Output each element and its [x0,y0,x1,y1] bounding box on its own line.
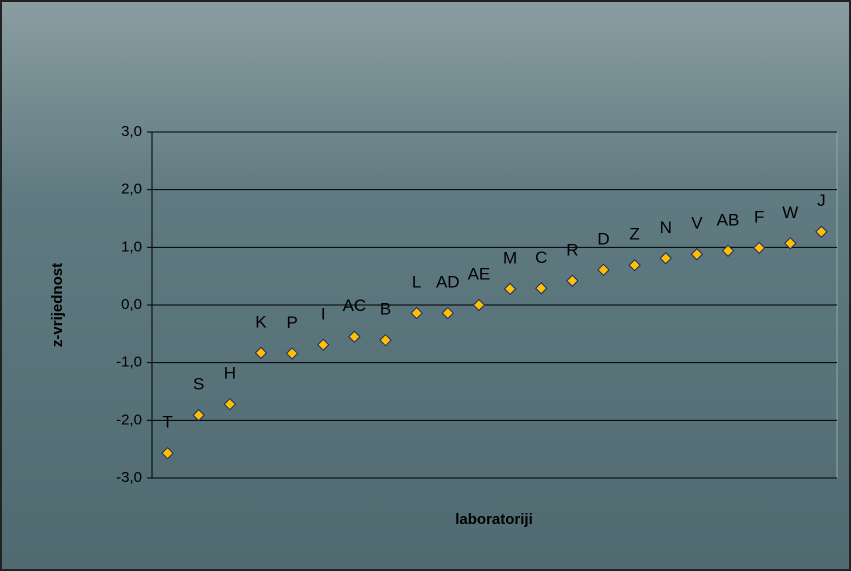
point-label: AE [468,264,491,283]
point-label: AD [436,273,460,292]
y-tick-label: 3,0 [121,123,142,140]
point-label: L [412,273,421,292]
point-label: N [660,218,672,237]
point-label: H [224,364,236,383]
point-label: C [535,248,547,267]
point-label: S [193,375,204,394]
y-axis-label: z-vrijednost [49,263,66,347]
y-tick-label: 2,0 [121,181,142,198]
y-tick-label: -2,0 [116,411,142,428]
y-tick-label: -3,0 [116,469,142,486]
point-label: T [162,413,172,432]
point-label: D [597,229,609,248]
point-label: B [380,300,391,319]
point-label: K [255,312,267,331]
point-label: AC [343,296,367,315]
y-tick-label: -1,0 [116,354,142,371]
point-label: W [782,203,798,222]
x-axis-label: laboratoriji [455,511,533,528]
y-tick-label: 1,0 [121,238,142,255]
point-label: J [817,191,826,210]
point-label: I [321,304,326,323]
point-label: M [503,248,517,267]
point-label: Z [629,225,639,244]
point-label: V [691,214,703,233]
point-label: P [286,313,297,332]
point-label: F [754,207,764,226]
chart: z-vrijednost laboratoriji -3,0 -2,0 -1,0 0,… [0,0,851,571]
y-tick-label: 0,0 [121,296,142,313]
point-label: AB [717,210,740,229]
point-label: R [566,240,578,259]
